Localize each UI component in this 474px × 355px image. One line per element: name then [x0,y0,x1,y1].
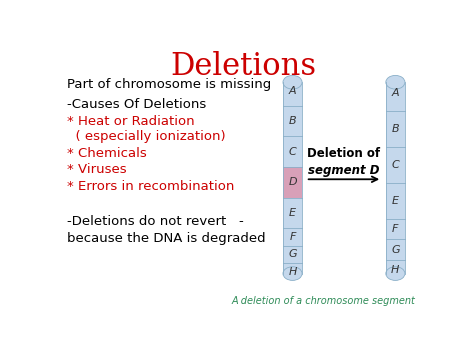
Text: B: B [289,116,296,126]
Polygon shape [386,147,405,183]
Text: B: B [392,124,399,134]
Text: Part of chromosome is missing: Part of chromosome is missing [66,78,271,92]
Text: -Deletions do not revert   -: -Deletions do not revert - [66,215,243,228]
Text: * Heat or Radiation: * Heat or Radiation [66,115,194,129]
Text: E: E [289,208,296,218]
Text: * Viruses: * Viruses [66,163,126,176]
Ellipse shape [283,267,302,280]
Text: G: G [391,245,400,255]
Polygon shape [283,136,302,167]
Text: * Errors in recombination: * Errors in recombination [66,180,234,193]
Polygon shape [386,219,405,239]
Polygon shape [386,260,405,274]
Ellipse shape [386,75,405,89]
Text: A: A [289,86,296,95]
Text: C: C [392,160,399,170]
Text: E: E [392,196,399,206]
Polygon shape [283,82,302,106]
Polygon shape [386,111,405,147]
Text: C: C [289,147,296,157]
Text: F: F [289,232,296,242]
Text: because the DNA is degraded: because the DNA is degraded [66,231,265,245]
Text: Deletion of: Deletion of [307,147,381,160]
Text: H: H [391,265,400,275]
Polygon shape [283,228,302,246]
Text: -Causes Of Deletions: -Causes Of Deletions [66,98,206,111]
Polygon shape [386,82,405,111]
Text: Deletions: Deletions [170,51,316,82]
Text: H: H [288,267,297,277]
Polygon shape [283,263,302,274]
Text: segment D: segment D [308,164,380,176]
Ellipse shape [386,267,405,280]
Ellipse shape [283,75,302,89]
Text: ( especially ionization): ( especially ionization) [66,130,225,143]
Text: G: G [288,249,297,259]
Text: F: F [392,224,399,234]
Text: * Chemicals: * Chemicals [66,147,146,160]
Polygon shape [386,183,405,219]
Polygon shape [283,106,302,136]
Polygon shape [283,246,302,263]
Text: D: D [288,177,297,187]
Polygon shape [283,167,302,197]
Polygon shape [386,239,405,260]
Polygon shape [283,197,302,228]
Text: A: A [392,88,399,98]
Text: A deletion of a chromosome segment: A deletion of a chromosome segment [232,296,416,306]
